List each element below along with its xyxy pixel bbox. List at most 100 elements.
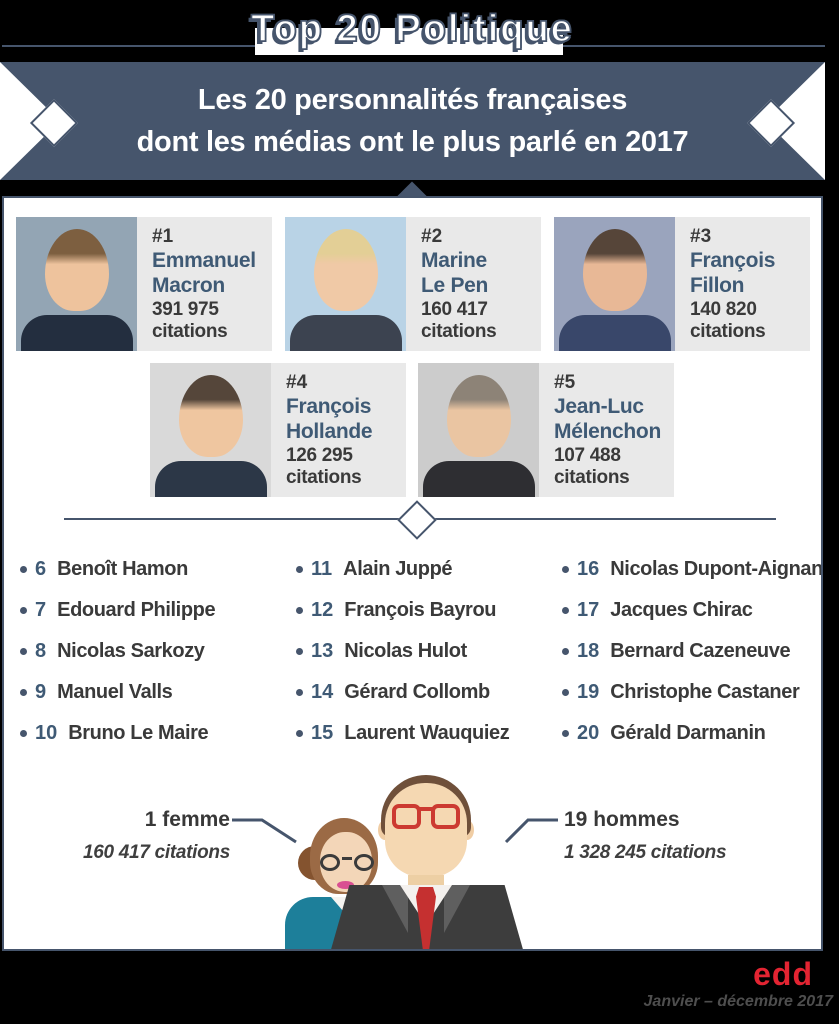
card-info: #1 Emmanuel Macron 391 975 citations bbox=[137, 217, 272, 351]
list-item: 17 Jacques Chirac bbox=[562, 599, 821, 623]
bullet-icon bbox=[562, 566, 569, 573]
bullet-icon bbox=[296, 689, 303, 696]
photo-emmanuel-macron bbox=[16, 217, 137, 351]
header-line1: Les 20 personnalités françaises bbox=[197, 83, 628, 116]
rank-number: 16 bbox=[577, 558, 600, 580]
rank-number: 14 bbox=[311, 681, 334, 703]
rank-label: #2 bbox=[421, 226, 443, 247]
person-name: Bernard Cazeneuve bbox=[610, 640, 791, 662]
bullet-icon bbox=[20, 607, 27, 614]
person-name: Manuel Valls bbox=[57, 681, 173, 703]
top5-card: #5 Jean-Luc Mélenchon 107 488 citations bbox=[418, 363, 674, 497]
top5-card: #3 François Fillon 140 820 citations bbox=[554, 217, 810, 351]
rank-label: #1 bbox=[152, 226, 174, 247]
last-name: Macron bbox=[152, 274, 225, 297]
man-glasses-lens bbox=[431, 804, 460, 829]
person-name: Nicolas Sarkozy bbox=[57, 640, 205, 662]
portrait-placeholder bbox=[20, 315, 133, 351]
divider-diamond-icon bbox=[397, 500, 437, 540]
photo-francois-hollande bbox=[150, 363, 271, 497]
male-connector-line bbox=[504, 818, 558, 844]
man-face bbox=[385, 783, 467, 877]
male-label: 19 hommes bbox=[564, 808, 680, 831]
person-name: Laurent Wauquiez bbox=[344, 722, 510, 744]
list-item: 8 Nicolas Sarkozy bbox=[20, 640, 284, 664]
card-info: #5 Jean-Luc Mélenchon 107 488 citations bbox=[539, 363, 674, 497]
top5-card: #4 François Hollande 126 295 citations bbox=[150, 363, 406, 497]
list-item: 11 Alain Juppé bbox=[296, 558, 560, 582]
first-name: François bbox=[690, 249, 776, 272]
woman-glasses-bridge bbox=[342, 857, 352, 860]
rank-number: 8 bbox=[35, 640, 47, 662]
card-info: #2 Marine Le Pen 160 417 citations bbox=[406, 217, 541, 351]
content-panel: #1 Emmanuel Macron 391 975 citations #2 … bbox=[2, 196, 823, 951]
footer-bar: edd Janvier – décembre 2017 bbox=[0, 951, 839, 1024]
header-line2: dont les médias ont le plus parlé en 201… bbox=[136, 125, 689, 158]
title-background-strip bbox=[255, 28, 563, 55]
first-name: Marine bbox=[421, 249, 487, 272]
header-text: Les 20 personnalités françaises dont les… bbox=[0, 62, 825, 180]
page-title: Top 20 Politique bbox=[250, 7, 574, 51]
rank-number: 9 bbox=[35, 681, 47, 703]
rank-number: 6 bbox=[35, 558, 47, 580]
rank-column-2: 11 Alain Juppé 12 François Bayrou 13 Nicola… bbox=[296, 558, 560, 763]
first-name: François bbox=[286, 395, 372, 418]
female-citations: 160 417 citations bbox=[83, 842, 230, 863]
person-name: Benoît Hamon bbox=[57, 558, 188, 580]
rank-number: 12 bbox=[311, 599, 334, 621]
last-name: Fillon bbox=[690, 274, 745, 297]
bullet-icon bbox=[562, 648, 569, 655]
woman-glasses-lens bbox=[354, 854, 374, 871]
portrait-placeholder bbox=[558, 315, 671, 351]
person-name: Jacques Chirac bbox=[610, 599, 753, 621]
list-item: 16 Nicolas Dupont-Aignan bbox=[562, 558, 823, 582]
footer-period: Janvier – décembre 2017 bbox=[643, 993, 833, 1010]
bullet-icon bbox=[20, 689, 27, 696]
list-item: 19 Christophe Castaner bbox=[562, 681, 821, 705]
rank-label: #5 bbox=[554, 372, 576, 393]
list-item: 10 Bruno Le Maire bbox=[20, 722, 284, 746]
person-name: François Bayrou bbox=[344, 599, 497, 621]
portrait-placeholder bbox=[422, 461, 535, 497]
woman-glasses-lens bbox=[320, 854, 340, 871]
bullet-icon bbox=[296, 566, 303, 573]
person-name: Gérald Darmanin bbox=[610, 722, 766, 744]
rank-number: 18 bbox=[577, 640, 600, 662]
male-citations: 1 328 245 citations bbox=[564, 842, 727, 863]
bullet-icon bbox=[296, 648, 303, 655]
citations-count: 107 488 citations bbox=[554, 445, 630, 488]
list-item: 14 Gérard Collomb bbox=[296, 681, 560, 705]
rank-number: 7 bbox=[35, 599, 47, 621]
person-name: Alain Juppé bbox=[343, 558, 453, 580]
rank-number: 15 bbox=[311, 722, 334, 744]
photo-marine-le-pen bbox=[285, 217, 406, 351]
person-name: Nicolas Hulot bbox=[344, 640, 467, 662]
last-name: Mélenchon bbox=[554, 420, 661, 443]
portrait-placeholder bbox=[289, 315, 402, 351]
person-name: Bruno Le Maire bbox=[68, 722, 209, 744]
top5-card: #2 Marine Le Pen 160 417 citations bbox=[285, 217, 541, 351]
portrait-placeholder bbox=[178, 375, 243, 457]
rank-number: 20 bbox=[577, 722, 600, 744]
rank-column-3: 16 Nicolas Dupont-Aignan 17 Jacques Chirac… bbox=[562, 558, 823, 763]
portrait-placeholder bbox=[313, 229, 378, 311]
man-glasses-icon bbox=[392, 804, 460, 832]
bullet-icon bbox=[296, 607, 303, 614]
person-name: Gérard Collomb bbox=[344, 681, 490, 703]
female-label: 1 femme bbox=[144, 808, 230, 831]
bullet-icon bbox=[562, 730, 569, 737]
rank-number: 17 bbox=[577, 599, 600, 621]
last-name: Hollande bbox=[286, 420, 373, 443]
rank-label: #4 bbox=[286, 372, 308, 393]
list-item: 15 Laurent Wauquiez bbox=[296, 722, 560, 746]
person-name: Edouard Philippe bbox=[57, 599, 216, 621]
list-item: 18 Bernard Cazeneuve bbox=[562, 640, 821, 664]
rank-number: 11 bbox=[311, 558, 333, 580]
list-item: 13 Nicolas Hulot bbox=[296, 640, 560, 664]
first-name: Jean-Luc bbox=[554, 395, 644, 418]
person-name: Nicolas Dupont-Aignan bbox=[610, 558, 823, 580]
man-glasses-bridge bbox=[419, 807, 433, 811]
citations-count: 160 417 citations bbox=[421, 299, 497, 342]
last-name: Le Pen bbox=[421, 274, 489, 297]
